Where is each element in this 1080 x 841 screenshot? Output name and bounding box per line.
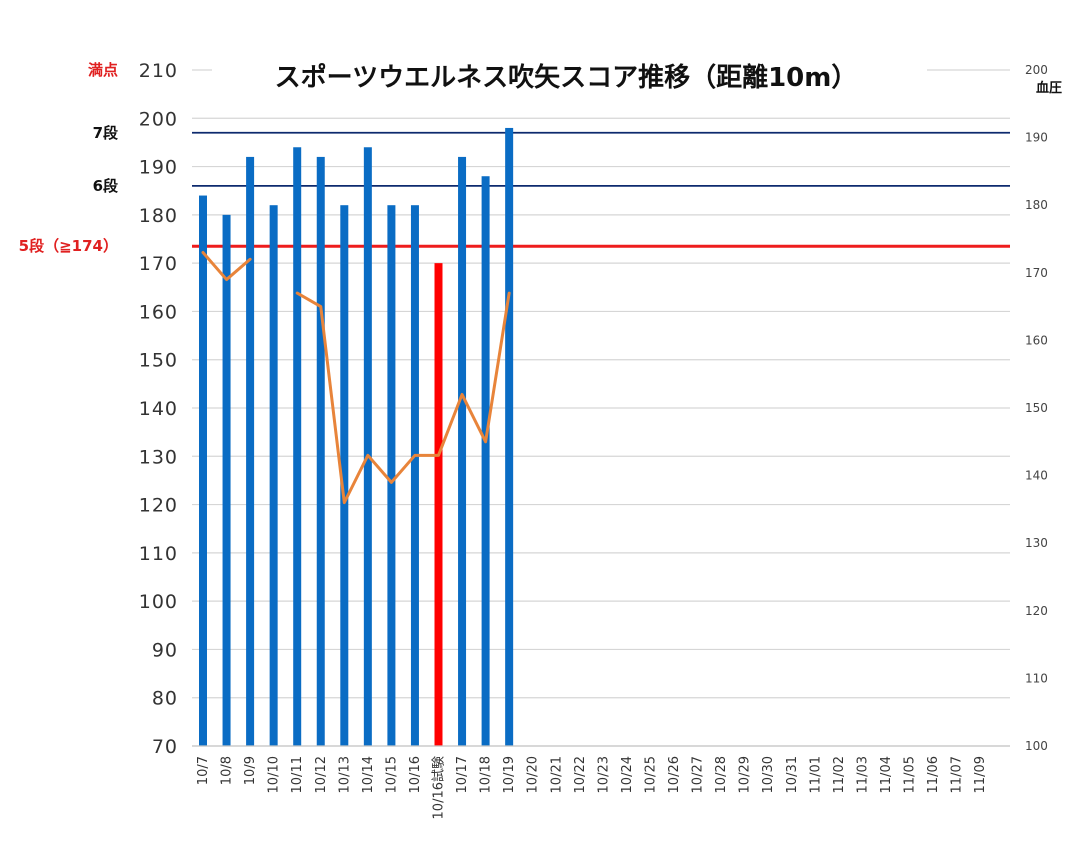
x-tick-label: 10/31 — [785, 756, 800, 793]
y-left-tick-label: 70 — [152, 736, 178, 758]
y-left-tick-label: 150 — [139, 350, 178, 372]
x-tick-label: 11/05 — [903, 756, 918, 793]
reference-line-label: 満点 — [88, 61, 118, 79]
x-tick-label: 10/16試験 — [431, 756, 447, 819]
y-left-tick-label: 100 — [139, 591, 178, 613]
bar — [434, 263, 443, 746]
x-tick-label: 10/13 — [337, 756, 352, 793]
y-right-tick-label: 160 — [1025, 333, 1048, 347]
x-tick-label: 10/15 — [384, 756, 399, 793]
y-left-tick-label: 160 — [139, 301, 178, 323]
bar — [269, 205, 278, 746]
x-tick-label: 10/11 — [290, 756, 305, 793]
y-left-tick-label: 170 — [139, 253, 178, 275]
y-left-tick-label: 180 — [139, 205, 178, 227]
x-tick-label: 11/02 — [832, 756, 847, 793]
x-tick-label: 11/09 — [973, 756, 988, 793]
x-tick-label: 10/29 — [738, 756, 753, 793]
x-tick-label: 10/21 — [549, 756, 564, 793]
bar — [340, 205, 349, 746]
bar — [199, 195, 207, 747]
x-tick-label: 10/24 — [620, 756, 635, 793]
x-tick-label: 10/14 — [361, 756, 376, 793]
x-tick-label: 11/06 — [926, 756, 941, 793]
bar — [410, 205, 419, 746]
bar — [222, 214, 231, 746]
x-tick-label: 10/9 — [243, 756, 258, 785]
x-tick-label: 10/16 — [408, 756, 423, 793]
line-series-path — [295, 291, 511, 505]
x-tick-label: 10/12 — [314, 756, 329, 793]
x-tick-label: 10/7 — [196, 756, 211, 785]
y-right-tick-label: 100 — [1025, 739, 1048, 753]
y-left-tick-label: 190 — [139, 157, 178, 179]
y-right-tick-label: 140 — [1025, 469, 1048, 483]
y-left-tick-label: 140 — [139, 398, 178, 420]
reference-lines: 満点 7段 6段 5段（≧174） — [19, 61, 1010, 255]
right-axis-label: 血圧 — [1036, 80, 1062, 96]
y-left-tick-label: 110 — [139, 543, 178, 565]
x-tick-label: 11/07 — [950, 756, 965, 793]
line-series — [201, 251, 511, 505]
x-tick-label: 10/30 — [761, 756, 776, 793]
y-right-tick-label: 130 — [1025, 536, 1048, 550]
reference-line-label: 5段（≧174） — [19, 237, 118, 255]
grid-layer — [192, 69, 1010, 747]
reference-line-label: 6段 — [93, 177, 118, 195]
bar — [246, 156, 255, 746]
x-tick-label: 10/8 — [220, 756, 235, 785]
y-right-tick-label: 180 — [1025, 198, 1048, 212]
bar — [481, 176, 490, 746]
bar — [505, 127, 514, 746]
y-right-tick-label: 150 — [1025, 401, 1048, 415]
y-right-tick-label: 120 — [1025, 604, 1048, 618]
y-left-tick-label: 200 — [139, 108, 178, 130]
axes: 70 80 90 100 110 120 130 140 150 160 170 180 190 200 2… — [139, 60, 1048, 819]
bar — [363, 147, 372, 746]
y-right-tick-label: 170 — [1025, 266, 1048, 280]
bar — [293, 147, 302, 746]
x-tick-label: 10/23 — [596, 756, 611, 793]
bar — [316, 156, 325, 746]
x-tick-label: 10/10 — [267, 756, 282, 793]
y-left-tick-label: 90 — [152, 639, 178, 661]
x-tick-label: 10/25 — [643, 756, 658, 793]
x-tick-label: 10/22 — [573, 756, 588, 793]
x-tick-label: 10/26 — [667, 756, 682, 793]
x-tick-label: 11/04 — [879, 756, 894, 793]
x-tick-label: 10/28 — [714, 756, 729, 793]
y-left-tick-label: 130 — [139, 446, 178, 468]
y-left-tick-label: 80 — [152, 688, 178, 710]
title-backdrop — [212, 50, 927, 100]
y-left-tick-label: 120 — [139, 495, 178, 517]
bar — [458, 156, 467, 746]
x-tick-label: 11/03 — [855, 756, 870, 793]
y-right-tick-label: 200 — [1025, 63, 1048, 77]
reference-line-label: 7段 — [93, 124, 118, 142]
x-tick-label: 10/17 — [455, 756, 470, 793]
x-tick-label: 11/01 — [808, 756, 823, 793]
y-right-tick-label: 110 — [1025, 671, 1048, 685]
x-tick-label: 10/18 — [479, 756, 494, 793]
x-tick-label: 10/20 — [526, 756, 541, 793]
bar-series — [199, 127, 514, 747]
chart-title: スポーツウエルネス吹矢スコア推移（距離10m） — [275, 62, 858, 93]
bar — [387, 205, 396, 746]
x-tick-label: 10/27 — [691, 756, 706, 793]
y-left-tick-label: 210 — [139, 60, 178, 82]
line-series-path — [201, 251, 252, 282]
x-tick-label: 10/19 — [502, 756, 517, 793]
y-right-tick-label: 190 — [1025, 131, 1048, 145]
